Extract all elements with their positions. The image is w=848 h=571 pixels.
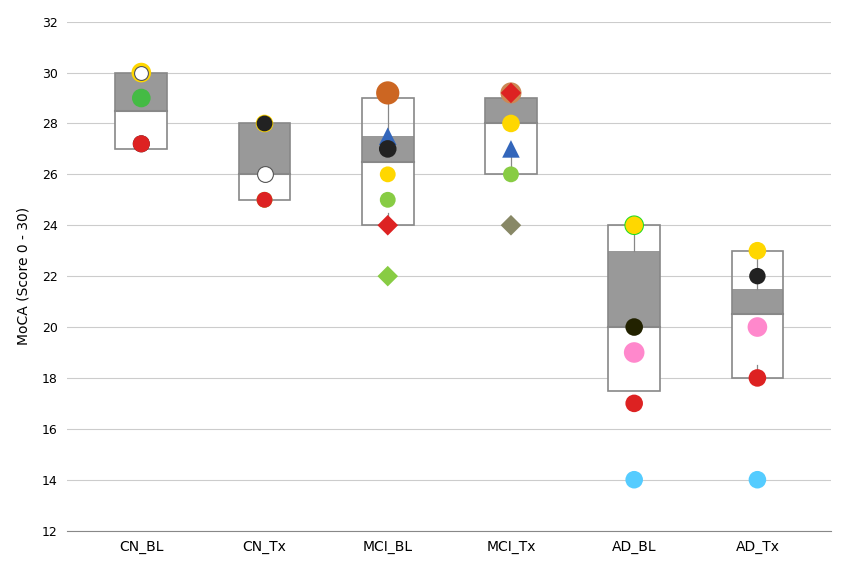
Point: [750, 272, 764, 281]
Point: [135, 94, 148, 103]
Point: [135, 68, 148, 77]
Point: [505, 89, 518, 98]
Bar: [608, 251, 660, 391]
Point: [750, 475, 764, 484]
Point: [628, 399, 641, 408]
Bar: [732, 289, 784, 365]
Point: [750, 323, 764, 332]
Point: [628, 348, 641, 357]
Bar: [608, 225, 660, 391]
Point: [135, 139, 148, 148]
Bar: [362, 98, 414, 225]
Point: [628, 220, 641, 230]
Point: [505, 220, 518, 230]
Point: [505, 89, 518, 98]
Point: [381, 89, 394, 98]
Bar: [362, 162, 414, 212]
Bar: [485, 98, 537, 149]
Point: [750, 323, 764, 332]
Point: [505, 170, 518, 179]
Point: [381, 170, 394, 179]
Point: [628, 323, 641, 332]
Bar: [362, 136, 414, 212]
Point: [381, 272, 394, 281]
Bar: [238, 123, 290, 200]
Point: [258, 195, 271, 204]
Point: [505, 89, 518, 98]
Bar: [485, 123, 537, 149]
Point: [381, 195, 394, 204]
Point: [628, 475, 641, 484]
Point: [505, 144, 518, 154]
Bar: [115, 73, 167, 149]
Point: [750, 373, 764, 383]
Point: [258, 119, 271, 128]
Point: [135, 139, 148, 148]
Bar: [238, 174, 290, 200]
Point: [135, 68, 148, 77]
Bar: [732, 314, 784, 365]
Bar: [732, 365, 784, 378]
Point: [505, 119, 518, 128]
Bar: [608, 327, 660, 391]
Bar: [362, 212, 414, 225]
Bar: [485, 98, 537, 174]
Bar: [485, 149, 537, 174]
Point: [628, 220, 641, 230]
Point: [258, 170, 271, 179]
Y-axis label: MoCA (Score 0 - 30): MoCA (Score 0 - 30): [17, 207, 31, 345]
Bar: [115, 111, 167, 149]
Point: [258, 119, 271, 128]
Point: [381, 220, 394, 230]
Point: [381, 144, 394, 154]
Point: [381, 131, 394, 140]
Bar: [115, 73, 167, 149]
Point: [258, 195, 271, 204]
Point: [750, 246, 764, 255]
Bar: [238, 123, 290, 200]
Bar: [732, 251, 784, 378]
